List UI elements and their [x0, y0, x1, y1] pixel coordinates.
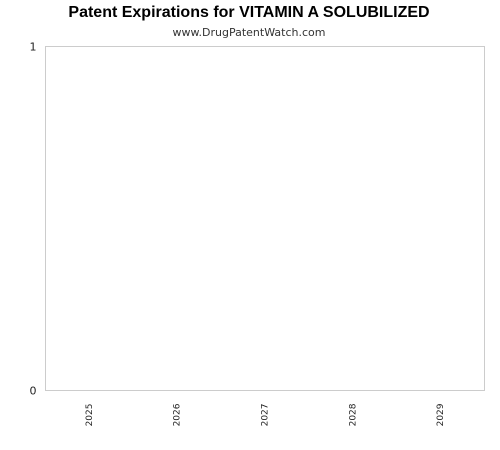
chart-title: Patent Expirations for VITAMIN A SOLUBIL…	[68, 4, 429, 21]
chart-subtitle: www.DrugPatentWatch.com	[173, 26, 326, 39]
x-tick-label: 2026	[173, 403, 183, 426]
x-tick-label: 2028	[348, 403, 358, 426]
y-tick-label: 0	[30, 385, 37, 398]
x-tick-label: 2027	[261, 404, 271, 427]
x-tick-label: 2029	[436, 403, 446, 426]
y-tick-label: 1	[30, 41, 37, 54]
x-tick-label: 2025	[85, 404, 95, 427]
plot-area-frame	[45, 46, 485, 391]
y-axis-ticks: 01	[30, 41, 37, 398]
x-axis-ticks: 2025 2026 2027 2028 2029	[85, 403, 446, 426]
